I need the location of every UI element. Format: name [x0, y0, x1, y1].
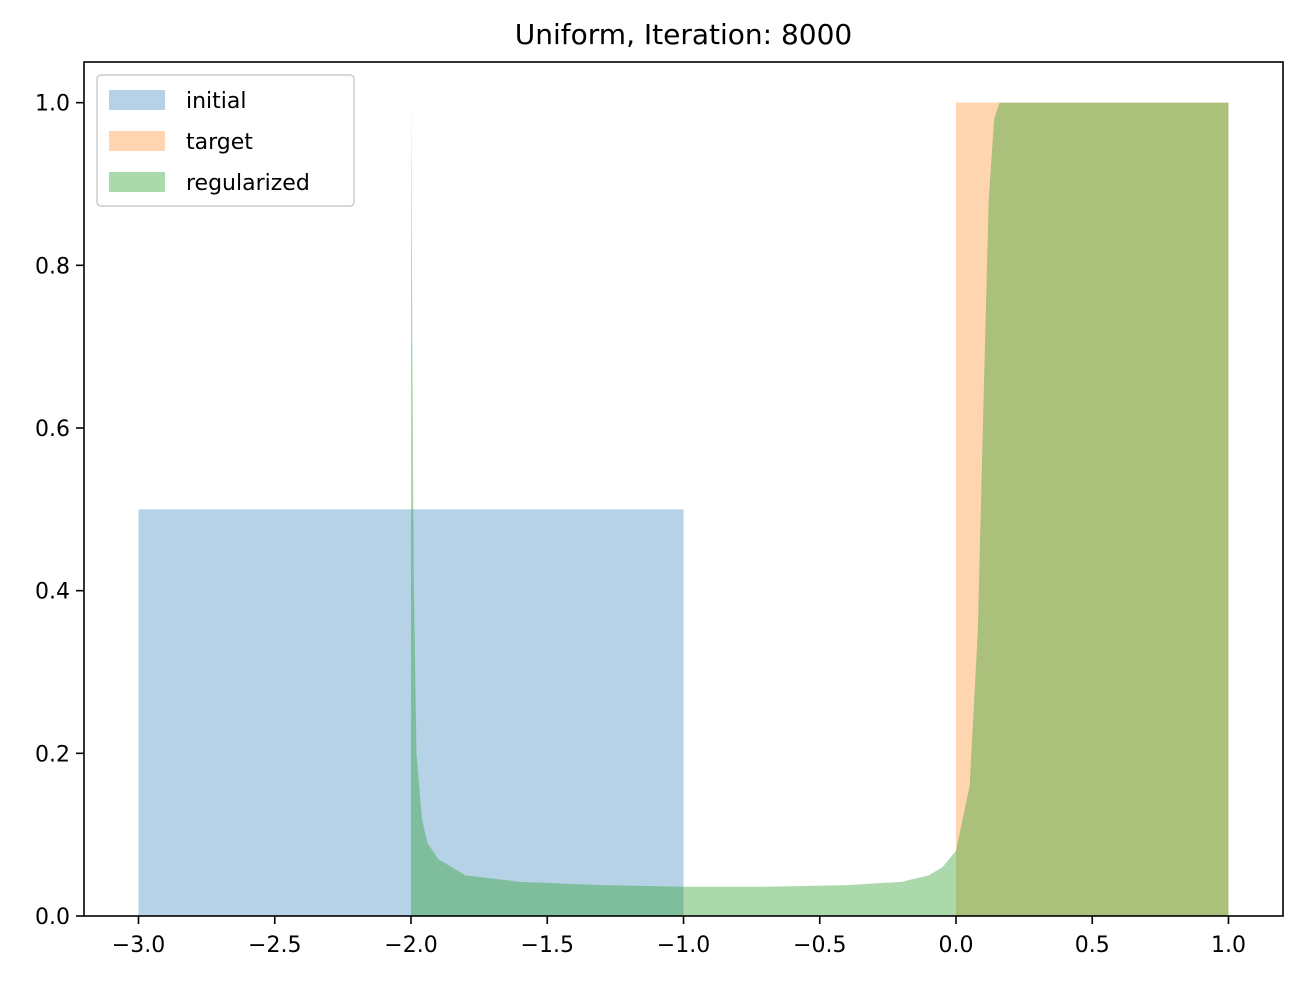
- x-tick-label: −1.5: [521, 933, 574, 958]
- legend-label-initial: initial: [186, 89, 247, 114]
- plot-frame: [83, 61, 1284, 917]
- y-tick-label: 0.4: [35, 580, 70, 605]
- x-tick-label: −3.0: [112, 933, 165, 958]
- x-axis-ticks: −3.0 −2.5 −2.0 −1.5 −1.0 −0.5 0.0 0.5 1.0: [112, 916, 1246, 958]
- y-tick-label: 0.0: [35, 905, 70, 930]
- x-tick-label: 1.0: [1211, 933, 1246, 958]
- x-tick-label: 0.0: [939, 933, 974, 958]
- legend-label-target: target: [186, 130, 253, 155]
- legend-label-regularized: regularized: [186, 171, 310, 196]
- legend-swatch-initial: [109, 90, 165, 110]
- series-area-target: [956, 102, 1229, 917]
- y-tick-label: 0.8: [35, 254, 70, 279]
- legend-swatch-regularized: [109, 172, 165, 192]
- x-tick-label: −1.0: [657, 933, 710, 958]
- x-tick-label: 0.5: [1075, 933, 1110, 958]
- legend: initial target regularized: [96, 74, 355, 207]
- plot-areas: [138, 102, 1229, 917]
- y-tick-label: 0.2: [35, 742, 70, 767]
- chart-title: Uniform, Iteration: 8000: [515, 18, 852, 51]
- legend-swatch-target: [109, 131, 165, 151]
- y-tick-label: 0.6: [35, 417, 70, 442]
- legend-box: [96, 74, 355, 207]
- y-axis-ticks: 0.0 0.2 0.4 0.6 0.8 1.0: [35, 92, 84, 930]
- y-tick-label: 1.0: [35, 92, 70, 117]
- series-area-regularized: [411, 102, 1229, 917]
- x-tick-label: −2.5: [248, 933, 301, 958]
- series-area-initial: [138, 509, 684, 916]
- x-tick-label: −0.5: [793, 933, 846, 958]
- x-tick-label: −2.0: [384, 933, 437, 958]
